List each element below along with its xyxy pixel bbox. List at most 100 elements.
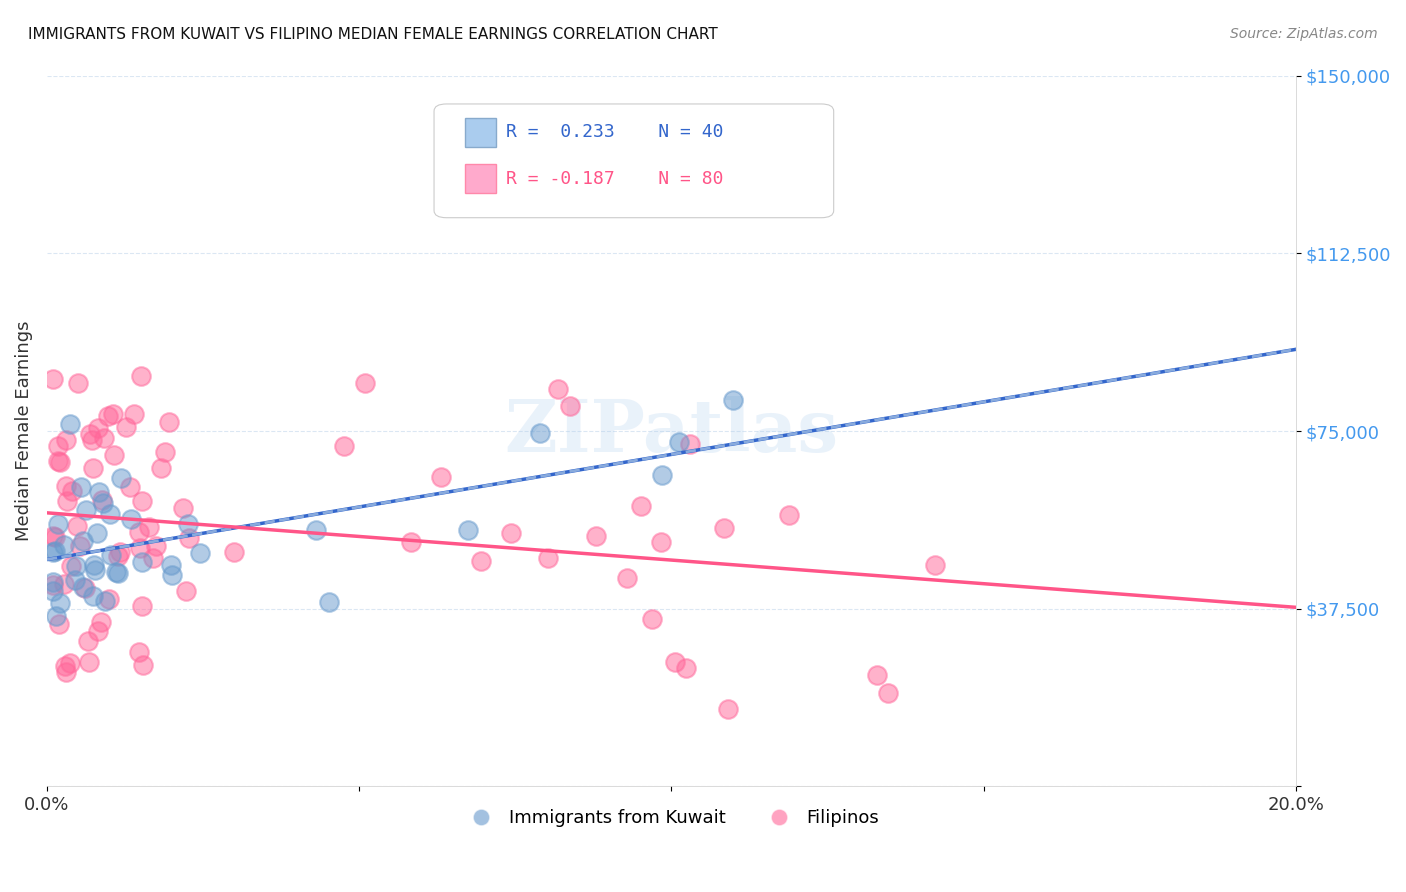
Filipinos bbox=[87, 421, 110, 435]
Filipinos bbox=[55, 665, 77, 679]
Immigrants from Kuwait bbox=[160, 568, 183, 582]
Filipinos bbox=[128, 525, 150, 540]
Immigrants from Kuwait bbox=[46, 517, 69, 532]
Immigrants from Kuwait bbox=[59, 417, 82, 431]
Text: R = -0.187    N = 80: R = -0.187 N = 80 bbox=[506, 169, 724, 187]
Filipinos bbox=[877, 686, 900, 700]
Text: Source: ZipAtlas.com: Source: ZipAtlas.com bbox=[1230, 27, 1378, 41]
Filipinos bbox=[157, 416, 180, 430]
Filipinos bbox=[48, 617, 70, 632]
Filipinos bbox=[470, 553, 492, 567]
Immigrants from Kuwait bbox=[188, 545, 211, 559]
Filipinos bbox=[42, 529, 65, 543]
Filipinos bbox=[145, 539, 167, 553]
Filipinos bbox=[131, 599, 153, 613]
Filipinos bbox=[174, 583, 197, 598]
Text: ZIPatlas: ZIPatlas bbox=[505, 395, 838, 467]
Immigrants from Kuwait bbox=[305, 523, 328, 537]
FancyBboxPatch shape bbox=[465, 164, 496, 193]
Filipinos bbox=[52, 577, 75, 591]
Filipinos bbox=[60, 483, 83, 498]
Filipinos bbox=[129, 368, 152, 383]
Filipinos bbox=[150, 460, 173, 475]
Filipinos bbox=[97, 409, 120, 423]
Immigrants from Kuwait bbox=[131, 555, 153, 569]
Immigrants from Kuwait bbox=[42, 583, 65, 598]
Filipinos bbox=[103, 448, 125, 462]
Filipinos bbox=[49, 455, 72, 469]
Filipinos bbox=[46, 439, 69, 453]
Filipinos bbox=[353, 376, 375, 390]
Immigrants from Kuwait bbox=[668, 434, 690, 449]
Immigrants from Kuwait bbox=[65, 573, 87, 587]
Immigrants from Kuwait bbox=[75, 503, 97, 517]
Filipinos bbox=[333, 439, 356, 453]
Filipinos bbox=[616, 571, 638, 585]
Immigrants from Kuwait bbox=[72, 533, 94, 548]
Filipinos bbox=[42, 578, 65, 592]
Immigrants from Kuwait bbox=[318, 594, 340, 608]
Filipinos bbox=[129, 541, 152, 555]
Filipinos bbox=[866, 668, 889, 682]
Immigrants from Kuwait bbox=[72, 580, 94, 594]
Filipinos bbox=[76, 634, 98, 648]
Filipinos bbox=[55, 478, 77, 492]
Filipinos bbox=[499, 526, 522, 541]
Filipinos bbox=[75, 581, 97, 595]
Immigrants from Kuwait bbox=[84, 563, 107, 577]
Filipinos bbox=[132, 658, 155, 673]
Filipinos bbox=[664, 655, 686, 669]
Filipinos bbox=[585, 529, 607, 543]
Immigrants from Kuwait bbox=[104, 566, 127, 580]
Filipinos bbox=[536, 551, 558, 566]
Immigrants from Kuwait bbox=[93, 593, 115, 607]
Filipinos bbox=[69, 539, 91, 553]
Filipinos bbox=[82, 461, 104, 475]
Filipinos bbox=[222, 545, 245, 559]
Immigrants from Kuwait bbox=[48, 596, 70, 610]
Immigrants from Kuwait bbox=[100, 549, 122, 563]
Filipinos bbox=[53, 659, 76, 673]
Filipinos bbox=[91, 493, 114, 508]
Filipinos bbox=[77, 655, 100, 669]
Filipinos bbox=[778, 508, 800, 522]
Immigrants from Kuwait bbox=[70, 480, 93, 494]
Filipinos bbox=[141, 550, 163, 565]
Immigrants from Kuwait bbox=[98, 507, 121, 521]
Filipinos bbox=[110, 544, 132, 558]
Filipinos bbox=[46, 454, 69, 468]
Filipinos bbox=[115, 419, 138, 434]
Filipinos bbox=[924, 558, 946, 572]
Filipinos bbox=[399, 534, 422, 549]
Filipinos bbox=[155, 444, 177, 458]
Filipinos bbox=[679, 437, 702, 451]
Filipinos bbox=[179, 531, 201, 545]
Filipinos bbox=[59, 558, 82, 573]
Immigrants from Kuwait bbox=[91, 496, 114, 510]
Filipinos bbox=[138, 520, 160, 534]
Filipinos bbox=[430, 469, 453, 483]
Immigrants from Kuwait bbox=[82, 590, 104, 604]
Immigrants from Kuwait bbox=[89, 484, 111, 499]
Filipinos bbox=[172, 501, 194, 516]
Immigrants from Kuwait bbox=[53, 538, 76, 552]
Filipinos bbox=[650, 535, 672, 549]
Filipinos bbox=[87, 624, 110, 638]
Immigrants from Kuwait bbox=[160, 558, 183, 573]
Filipinos bbox=[560, 399, 582, 413]
Filipinos bbox=[675, 660, 697, 674]
Immigrants from Kuwait bbox=[42, 544, 65, 558]
Filipinos bbox=[59, 656, 82, 670]
Filipinos bbox=[630, 499, 652, 513]
Immigrants from Kuwait bbox=[457, 523, 479, 537]
Filipinos bbox=[641, 612, 664, 626]
Filipinos bbox=[93, 431, 115, 445]
Filipinos bbox=[42, 372, 65, 386]
Filipinos bbox=[713, 521, 735, 535]
Immigrants from Kuwait bbox=[176, 517, 198, 532]
Filipinos bbox=[98, 592, 121, 607]
Immigrants from Kuwait bbox=[110, 471, 132, 485]
Immigrants from Kuwait bbox=[651, 467, 673, 482]
Immigrants from Kuwait bbox=[86, 526, 108, 541]
Immigrants from Kuwait bbox=[65, 558, 87, 573]
